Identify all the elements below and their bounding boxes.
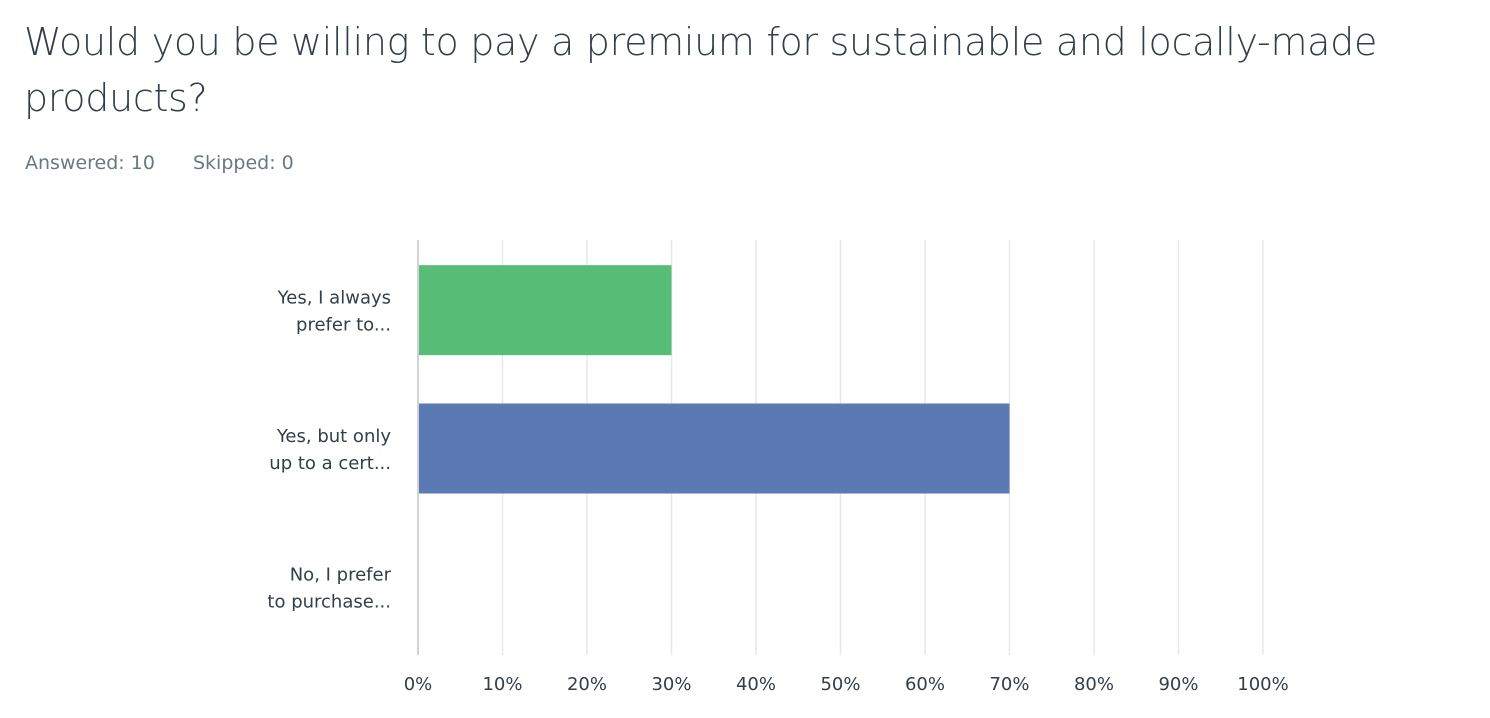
category-labels: Yes, I always prefer to... Yes, but only up… bbox=[267, 288, 391, 613]
x-tick-label: 90% bbox=[1158, 674, 1198, 695]
category-label: Yes, but only bbox=[276, 426, 392, 447]
x-tick-label: 40% bbox=[736, 674, 776, 695]
x-tick-label: 80% bbox=[1074, 674, 1114, 695]
x-tick-label: 30% bbox=[651, 674, 691, 695]
x-tick-label: 50% bbox=[820, 674, 860, 695]
category-label: to purchase... bbox=[267, 591, 391, 612]
bar[interactable] bbox=[419, 403, 1010, 494]
category-label: Yes, I always bbox=[277, 288, 391, 309]
bar[interactable] bbox=[419, 265, 672, 356]
answered-count: Answered: 10 bbox=[25, 152, 155, 174]
x-tick-label: 100% bbox=[1237, 674, 1288, 695]
x-tick-label: 60% bbox=[905, 674, 945, 695]
skipped-count: Skipped: 0 bbox=[192, 152, 294, 174]
x-tick-label: 70% bbox=[989, 674, 1029, 695]
question-title: Would you be willing to pay a premium fo… bbox=[24, 20, 1378, 120]
x-axis-tick-labels: 0% 10% 20% 30% 40% 50% 60% 70% 80% 90% 100% bbox=[404, 674, 1289, 695]
x-tick-label: 20% bbox=[567, 674, 607, 695]
x-tick-label: 10% bbox=[482, 674, 522, 695]
category-label: prefer to... bbox=[296, 315, 391, 336]
category-label: No, I prefer bbox=[290, 564, 392, 585]
category-label: up to a cert... bbox=[269, 453, 391, 474]
x-tick-label: 0% bbox=[404, 674, 433, 695]
response-stats: Answered: 10 Skipped: 0 bbox=[25, 152, 326, 174]
chart-bars bbox=[419, 265, 1010, 494]
